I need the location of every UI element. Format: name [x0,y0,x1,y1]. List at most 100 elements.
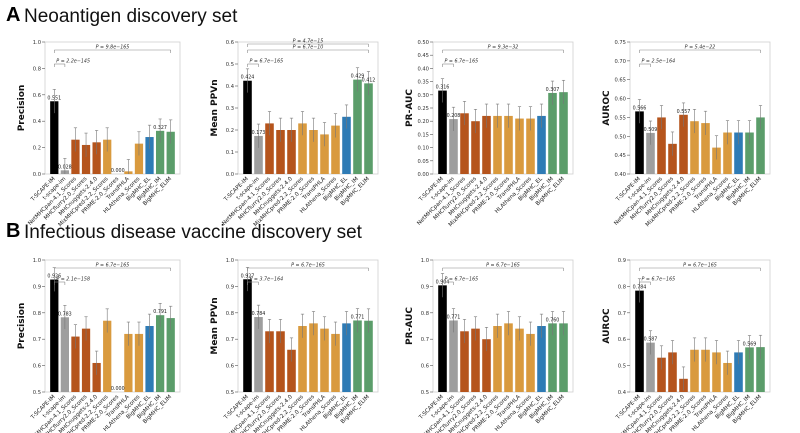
y-tick-label: 0.9 [226,284,234,290]
y-tick-label: 1.0 [33,258,41,264]
data-label: 0.509 [644,127,658,133]
p-value-label: P = 2.1e−158 [56,277,90,283]
bar-BigMHC_EL [537,326,546,392]
bar-PRIME-2.0_Scores [701,123,710,174]
bar-MHCflurry2.0_Scores [276,331,285,392]
p-value-label: P = 4.7e−15 [293,39,324,45]
data-label: 0.760 [546,317,560,323]
bar-BigMHC_ELIM [559,92,568,174]
bar-HLAthena_Scores [723,362,732,392]
data-label: 0.791 [153,309,167,315]
y-tick-label: 0.5 [421,390,429,396]
bar-NetMHCpan-4.1_Scores [460,113,469,174]
y-tick-label: 0.3 [226,106,234,112]
bar-BigMHC_ELIM [166,318,175,392]
data-label: 0.551 [47,95,61,101]
bar-MixMHCpred-2.2_Scores [493,326,502,392]
y-tick-label: 0.8 [33,66,41,72]
bar-MixMHCpred-2.2_Scores [103,320,112,392]
y-tick-label: 0.75 [614,40,626,46]
y-tick-label: 0.1 [226,150,234,156]
p-value-label: P = 3.7e−164 [250,277,284,283]
bar-BigMHC_IM [353,320,362,392]
data-label: 0.783 [58,311,72,317]
bar-BigMHC_IM [155,130,165,174]
y-axis-label: Precision [17,85,27,132]
y-tick-label: 0.7 [618,311,626,317]
p-value-label: P = 6.7e−165 [96,263,130,269]
p-value-label: P = 2.2e−145 [56,59,90,65]
y-tick-label: 0.05 [417,159,429,165]
data-label: 0.566 [633,105,647,111]
chart-6: 0.50.60.70.80.91.0PR-AUCT-SCAPE-IMt-scap… [405,258,574,433]
bar-T-SCAPE-IM [50,279,59,392]
data-label: 0.771 [351,314,365,320]
y-tick-label: 0.0 [226,172,234,178]
bar-MHCflurry2.0_Scores [668,352,677,392]
chart-7: 0.40.50.60.70.80.9AUROCT-SCAPE-IMt-scape… [602,258,771,433]
y-tick-label: 0.30 [417,93,429,99]
bar-T-SCAPE-IM [635,290,644,392]
y-tick-label: 0.8 [33,311,41,317]
bar-t-scape-im [254,135,263,174]
bar-BigMHC_EL [342,323,351,392]
bar-MHCflurry2.0_Scores [668,143,677,174]
bar-TransPHLA [712,147,721,174]
chart-0: 0.00.20.40.60.81.0PrecisionT-SCAPE-IMt-s… [17,40,181,228]
p-value-label: P = 6.7e−165 [683,263,717,269]
bar-BigMHC_ELIM [166,131,175,174]
y-axis-label: PR-AUC [405,89,415,127]
y-tick-label: 0.7 [421,337,429,343]
y-tick-label: 0.15 [417,132,429,138]
p-value-label: P = 6.7e−165 [445,59,479,65]
bar-MixMHCpred-2.2_Scores [298,326,307,392]
bar-BigMHC_EL [734,352,743,392]
bar-NetMHCpan-4.1_Scores [460,331,469,392]
y-tick-label: 0.40 [417,66,429,72]
y-tick-label: 0.6 [618,337,626,343]
bar-MixMHCpred-2.2_Scores [493,115,502,174]
y-tick-label: 0.20 [417,119,429,125]
y-tick-label: 0.10 [417,146,429,152]
y-tick-label: 0.4 [226,84,235,90]
bar-TransPHLA [124,333,133,392]
y-axis-label: PR-AUC [405,307,415,345]
data-label: 0.327 [153,125,167,131]
bar-TransPHLA [320,134,329,174]
p-value-label: P = 5.4e−22 [685,45,716,51]
bar-t-scape-im [449,320,458,392]
bar-MHCnuggets-2.4.0 [287,130,296,174]
bar-NetMHCpan-4.1_Scores [265,331,274,392]
y-tick-label: 0.5 [618,364,626,370]
bar-BigMHC_EL [145,326,154,392]
y-axis-label: AUROC [602,90,612,126]
data-label: 0.307 [546,87,560,93]
y-tick-label: 0.55 [614,115,626,121]
panel-b-letter: B [6,220,21,242]
y-tick-label: 0.35 [417,80,429,86]
data-label: 0.771 [447,314,461,320]
chart-4: 0.50.60.70.80.91.0PrecisionT-SCAPE-IMt-s… [17,258,181,433]
bar-BigMHC_IM [745,347,754,392]
bar-BigMHC_ELIM [559,323,568,392]
bar-TransPHLA [712,352,721,392]
y-tick-label: 0.45 [417,53,429,59]
bar-T-SCAPE-IM [635,111,644,174]
y-tick-label: 0.8 [618,284,626,290]
p-value-label: P = 6.7e−165 [445,277,479,283]
bar-T-SCAPE-IM [50,101,59,174]
bar-MHCflurry2.0_Scores [81,144,91,174]
data-label: 0.412 [362,77,376,83]
bar-HLAthena_Scores [723,132,732,174]
bar-BigMHC_EL [734,132,743,174]
bar-MixMHCpred-2.2_Scores [298,123,307,174]
y-tick-label: 0.4 [33,119,42,125]
y-tick-label: 0.6 [226,364,234,370]
p-value-label: P = 9.8e−165 [96,45,130,51]
bar-BigMHC_ELIM [756,117,765,174]
bar-t-scape-im [646,342,655,392]
bar-PRIME-2.0_Scores [701,349,710,392]
y-tick-label: 0.5 [226,390,234,396]
